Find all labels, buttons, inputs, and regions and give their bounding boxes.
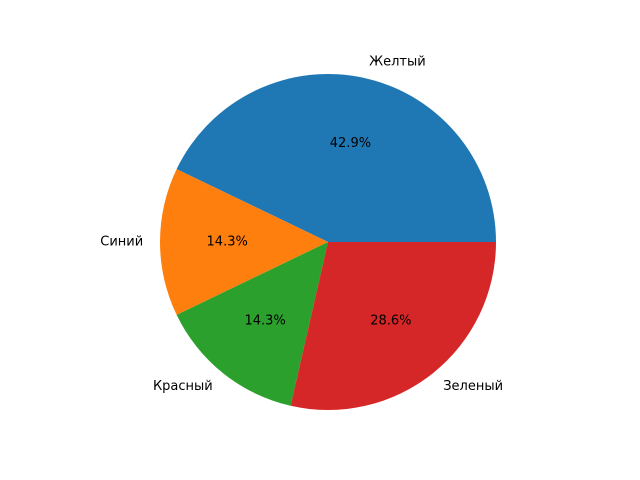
pie-slices — [160, 74, 496, 411]
pie-slice-2 — [160, 169, 328, 315]
pie-slice-3 — [176, 242, 328, 406]
slice-label-3: Красный — [153, 379, 213, 394]
slice-label-1: Желтый — [369, 54, 426, 69]
slice-label-4: Зеленый — [443, 379, 503, 394]
pie-slice-4 — [290, 242, 496, 411]
slice-label-2: Синий — [100, 235, 143, 250]
pie-labels: Желтый 42.9% Синий 14.3% Красный 14.3% Зеленый… — [100, 54, 503, 394]
percent-label-2: 14.3% — [207, 235, 248, 250]
pie-slice-1 — [176, 74, 496, 242]
percent-label-4: 28.6% — [370, 313, 411, 328]
percent-label-3: 14.3% — [244, 313, 285, 328]
percent-label-1: 42.9% — [330, 136, 371, 151]
